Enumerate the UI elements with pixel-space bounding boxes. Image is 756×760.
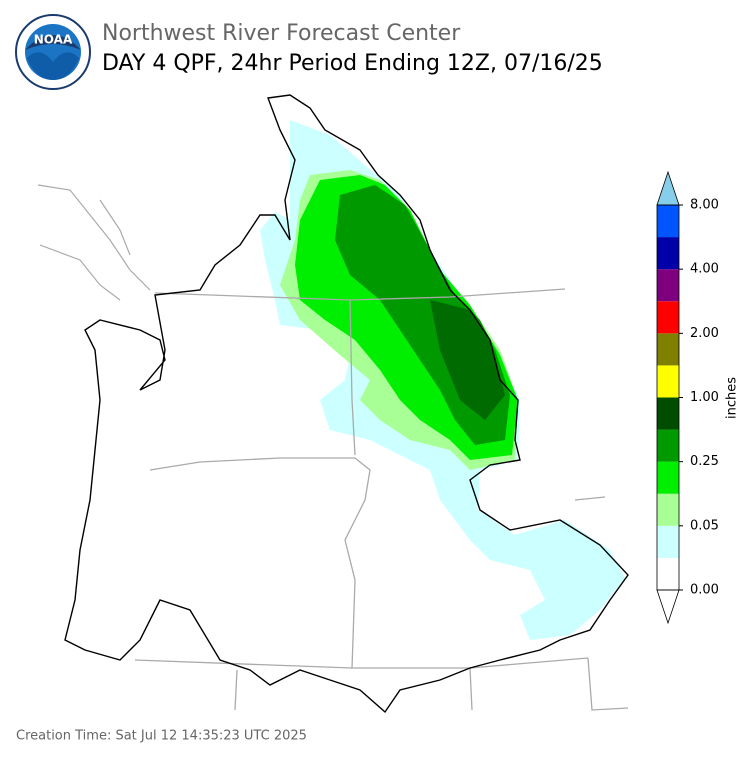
colorbar: 0.00 0.05 0.25 1.00 2.00 4.00 8.00 [656, 170, 719, 625]
colorbar-segment [657, 301, 679, 334]
colorbar-segment [657, 557, 679, 590]
colorbar-segment [657, 269, 679, 302]
colorbar-tick-label: 4.00 [690, 262, 719, 277]
creation-time: Creation Time: Sat Jul 12 14:35:23 UTC 2… [16, 729, 307, 744]
colorbar-over [656, 170, 680, 206]
colorbar-segment [657, 365, 679, 398]
noaa-logo: NOAA [15, 14, 91, 90]
precip-dark [430, 300, 505, 420]
colorbar-tick-label: 0.05 [690, 518, 719, 533]
colorbar-tick-label: 8.00 [690, 198, 719, 213]
colorbar-segment [657, 429, 679, 462]
colorbar-tick-label: 0.00 [690, 583, 719, 598]
title: Northwest River Forecast Center [102, 21, 461, 46]
colorbar-segment [657, 205, 679, 238]
map [37, 94, 629, 714]
colorbar-segment [657, 461, 679, 494]
colorbar-segment [657, 397, 679, 430]
logo-text: NOAA [34, 33, 73, 47]
colorbar-segment [657, 237, 679, 270]
colorbar-tick-label: 0.25 [690, 454, 719, 469]
colorbar-tick-label: 2.00 [690, 326, 719, 341]
colorbar-segment [657, 525, 679, 558]
colorbar-under [656, 589, 680, 625]
subtitle: DAY 4 QPF, 24hr Period Ending 12Z, 07/16… [102, 51, 603, 76]
basin-outline [64, 94, 629, 714]
colorbar-segment [657, 333, 679, 366]
colorbar-tick-label: 1.00 [690, 390, 719, 405]
colorbar-segment [657, 493, 679, 526]
coastline [37, 184, 151, 301]
colorbar-label: inches [725, 377, 740, 419]
